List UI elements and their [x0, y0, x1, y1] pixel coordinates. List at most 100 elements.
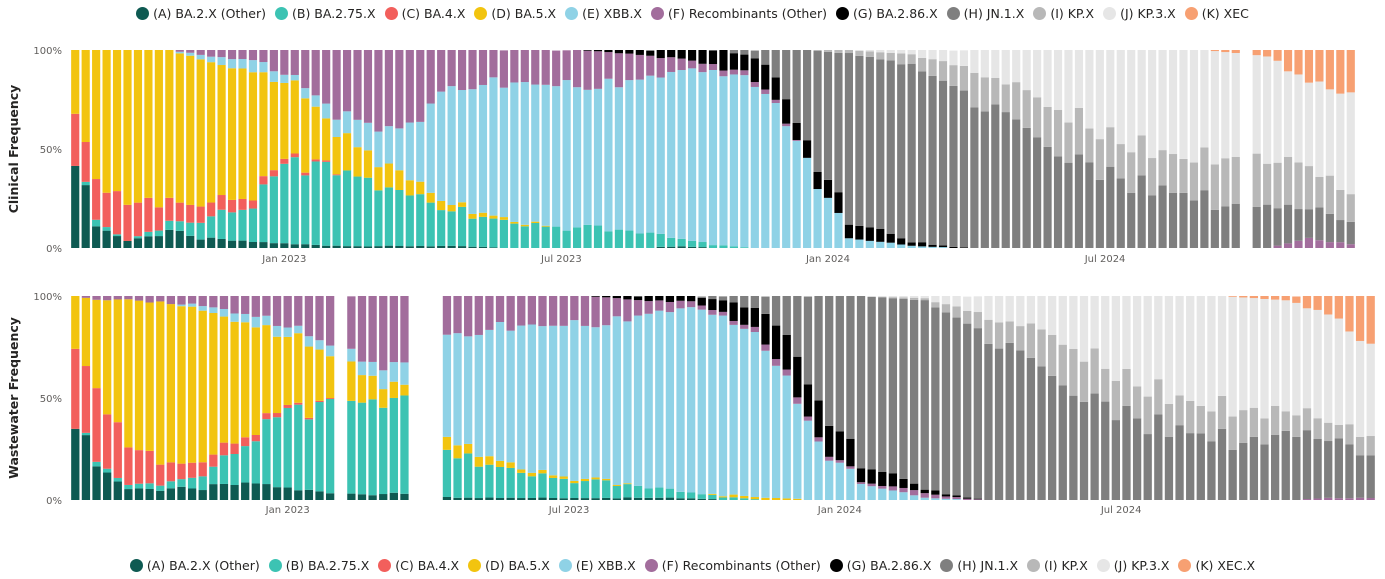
- bar-segment-c: [294, 402, 303, 405]
- legend-swatch: [644, 559, 658, 572]
- bar-segment-f: [552, 50, 561, 87]
- bar-segment-e: [458, 90, 467, 203]
- bar-segment-d: [729, 494, 738, 498]
- bar-segment-f: [667, 57, 676, 72]
- bar-segment-b: [217, 209, 226, 239]
- bar-segment-d: [207, 62, 216, 203]
- bar-segment-e: [612, 316, 621, 486]
- bar-segment-h: [1022, 127, 1031, 248]
- bar-segment-d: [227, 68, 237, 200]
- legend-item-h[interactable]: (H) JN.1.X: [940, 558, 1018, 573]
- bar-segment-k: [1239, 296, 1248, 298]
- bar-segment-h: [888, 298, 898, 474]
- legend-item-k[interactable]: (K) XEC.X: [1178, 558, 1255, 573]
- bar-segment-d: [217, 65, 226, 196]
- bar-segment-e: [708, 70, 718, 246]
- bar-segment-d: [400, 384, 409, 396]
- bar-segment-a: [304, 489, 314, 500]
- legend-item-h[interactable]: (H) JN.1.X: [946, 6, 1024, 21]
- legend-item-a[interactable]: (A) BA.2.X (Other): [136, 6, 266, 21]
- bar-segment-j: [1016, 296, 1025, 327]
- bar-segment-a: [269, 243, 278, 248]
- bar-segment-i: [1148, 158, 1157, 196]
- bar-segment-f: [909, 490, 919, 496]
- legend-item-g[interactable]: (G) BA.2.86.X: [829, 558, 931, 573]
- bar-segment-e: [855, 239, 864, 248]
- legend-item-b[interactable]: (B) BA.2.75.X: [268, 558, 369, 573]
- bar-segment-d: [241, 322, 250, 438]
- legend-label: (J) KP.3.X: [1113, 558, 1170, 573]
- legend-item-i[interactable]: (I) KP.X: [1027, 558, 1088, 573]
- bar-segment-b: [196, 222, 205, 240]
- legend-item-f[interactable]: (F) Recombinants (Other): [644, 558, 821, 573]
- bar-segment-a: [207, 237, 216, 248]
- legend-item-k[interactable]: (K) XEC: [1184, 6, 1249, 21]
- legend-item-b[interactable]: (B) BA.2.75.X: [275, 6, 376, 21]
- legend-item-f[interactable]: (F) Recombinants (Other): [651, 6, 827, 21]
- bar-segment-j: [1231, 52, 1240, 157]
- bar-segment-i: [1325, 175, 1334, 214]
- bar-segment-c: [156, 464, 165, 486]
- bar-segment-j: [1012, 50, 1021, 83]
- bar-segment-j: [1116, 50, 1125, 145]
- legend-item-g[interactable]: (G) BA.2.86.X: [836, 6, 938, 21]
- bar-segment-b: [269, 176, 278, 244]
- bar-segment-j: [1345, 331, 1354, 425]
- bar-segment-f: [782, 369, 791, 376]
- bar-segment-e: [315, 340, 324, 350]
- bar-segment-d: [489, 215, 498, 219]
- bar-segment-d: [124, 299, 133, 448]
- bar-segment-b: [134, 483, 144, 489]
- legend-swatch: [946, 7, 960, 20]
- bar-segment-h: [835, 296, 844, 432]
- bar-segment-k: [1324, 296, 1333, 315]
- legend-item-d[interactable]: (D) BA.5.X: [468, 558, 550, 573]
- bar-segment-f: [793, 397, 802, 404]
- bar-segment-a: [133, 238, 143, 248]
- bar-segment-d: [251, 327, 260, 435]
- bar-segment-j: [897, 50, 906, 54]
- bar-segment-i: [1175, 395, 1184, 426]
- legend-item-c[interactable]: (C) BA.4.X: [378, 558, 459, 573]
- bar-segment-h: [984, 343, 993, 500]
- legend-item-j[interactable]: (J) KP.3.X: [1096, 558, 1170, 573]
- bar-segment-j: [1186, 296, 1195, 401]
- legend-item-a[interactable]: (A) BA.2.X (Other): [129, 558, 260, 573]
- bar-segment-g: [825, 425, 834, 457]
- bar-segment-f: [357, 296, 367, 362]
- bar-segment-d: [112, 50, 122, 192]
- bar-segment-b: [332, 175, 341, 246]
- bar-segment-j: [1053, 50, 1063, 110]
- bar-segment-h: [1058, 385, 1067, 500]
- legend-item-i[interactable]: (I) KP.X: [1033, 6, 1094, 21]
- bar-segment-i: [897, 53, 906, 65]
- legend-item-d[interactable]: (D) BA.5.X: [474, 6, 556, 21]
- bar-segment-c: [230, 443, 239, 454]
- bar-segment-b: [175, 221, 184, 231]
- y-tick-label: 100%: [33, 292, 62, 303]
- bar-segment-b: [154, 230, 163, 237]
- bar-segment-h: [825, 296, 834, 426]
- bar-segment-f: [453, 296, 462, 334]
- bar-segment-k: [1294, 50, 1303, 75]
- bar-segment-e: [531, 84, 540, 222]
- bar-segment-i: [907, 54, 916, 64]
- bar-segment-f: [602, 297, 611, 326]
- bar-segment-b: [677, 238, 686, 247]
- bar-segment-f: [474, 296, 483, 335]
- bar-segment-e: [238, 59, 247, 69]
- legend-item-j[interactable]: (J) KP.3.X: [1103, 6, 1176, 21]
- legend-item-e[interactable]: (E) XBB.X: [565, 6, 642, 21]
- bar-segment-h: [1313, 438, 1322, 499]
- bar-segment-f: [1324, 497, 1333, 500]
- bar-segment-c: [187, 462, 197, 478]
- bar-segment-g: [938, 245, 948, 248]
- x-tick-label: Jul 2023: [540, 254, 582, 265]
- legend-label: (D) BA.5.X: [485, 558, 550, 573]
- bar-segment-d: [92, 50, 101, 180]
- legend-item-c[interactable]: (C) BA.4.X: [384, 6, 465, 21]
- bar-segment-c: [71, 348, 80, 429]
- legend-item-e[interactable]: (E) XBB.X: [558, 558, 636, 573]
- bar-segment-j: [1228, 296, 1237, 417]
- bar-segment-h: [1079, 401, 1089, 500]
